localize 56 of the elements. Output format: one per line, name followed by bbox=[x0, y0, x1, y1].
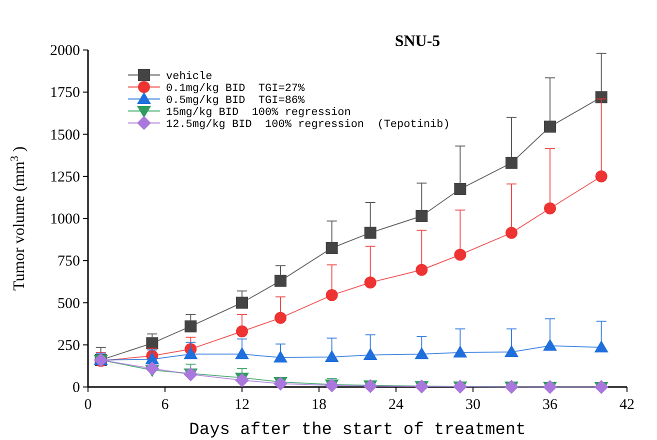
point bbox=[544, 120, 556, 133]
point bbox=[235, 347, 249, 360]
x-tick-label: 0 bbox=[84, 397, 92, 413]
point bbox=[416, 264, 428, 276]
x-tick-label: 36 bbox=[542, 397, 558, 413]
legend-label: 0.5mg/kg BID TGI=86% bbox=[166, 95, 306, 107]
point bbox=[235, 373, 249, 388]
point bbox=[326, 289, 338, 302]
point bbox=[364, 226, 376, 239]
point bbox=[274, 350, 288, 363]
y-tick-label: 0 bbox=[72, 380, 80, 396]
point bbox=[146, 337, 158, 350]
point bbox=[506, 226, 518, 239]
point bbox=[145, 361, 160, 376]
y-tick-label: 1500 bbox=[50, 127, 80, 144]
x-tick-label: 6 bbox=[161, 397, 170, 413]
point bbox=[544, 202, 556, 214]
x-tick-label: 18 bbox=[312, 397, 326, 413]
point bbox=[454, 248, 466, 261]
chart-title: SNU-5 bbox=[394, 33, 440, 50]
legend-label: 12.5mg/kg BID 100% regression (Tepotinib) bbox=[166, 119, 450, 131]
point bbox=[506, 156, 518, 169]
point bbox=[504, 344, 518, 357]
x-tick-label: 24 bbox=[388, 397, 404, 413]
point bbox=[454, 183, 466, 196]
x-tick-label: 12 bbox=[234, 397, 250, 413]
y-tick-label: 1000 bbox=[50, 212, 80, 228]
legend-label: 0.1mg/kg BID TGI=27% bbox=[166, 83, 306, 95]
point bbox=[274, 312, 286, 324]
point bbox=[184, 320, 197, 332]
point bbox=[184, 347, 198, 360]
x-axis-title: Days after the start of treatment bbox=[189, 421, 526, 440]
legend-label: 15mg/kg BID 100% regression bbox=[166, 107, 351, 119]
point bbox=[543, 338, 557, 351]
point bbox=[324, 350, 339, 362]
y-tick-label: 1250 bbox=[50, 169, 80, 186]
y-tick-label: 2000 bbox=[50, 43, 80, 59]
point bbox=[363, 348, 378, 360]
point bbox=[416, 210, 428, 222]
point bbox=[594, 340, 608, 352]
point bbox=[453, 345, 468, 358]
point bbox=[236, 325, 248, 338]
x-tick-label: 42 bbox=[620, 397, 634, 413]
point bbox=[236, 296, 248, 309]
y-tick-label: 250 bbox=[58, 338, 80, 354]
point bbox=[364, 276, 376, 289]
y-tick-label: 1750 bbox=[50, 85, 80, 102]
point bbox=[326, 242, 338, 254]
point bbox=[595, 91, 608, 104]
point bbox=[595, 170, 608, 182]
point bbox=[414, 347, 429, 360]
y-tick-label: 500 bbox=[58, 296, 80, 312]
legend-label: vehicle bbox=[166, 71, 212, 83]
x-tick-label: 30 bbox=[466, 397, 480, 413]
y-tick-label: 750 bbox=[58, 254, 80, 270]
point bbox=[274, 274, 286, 287]
